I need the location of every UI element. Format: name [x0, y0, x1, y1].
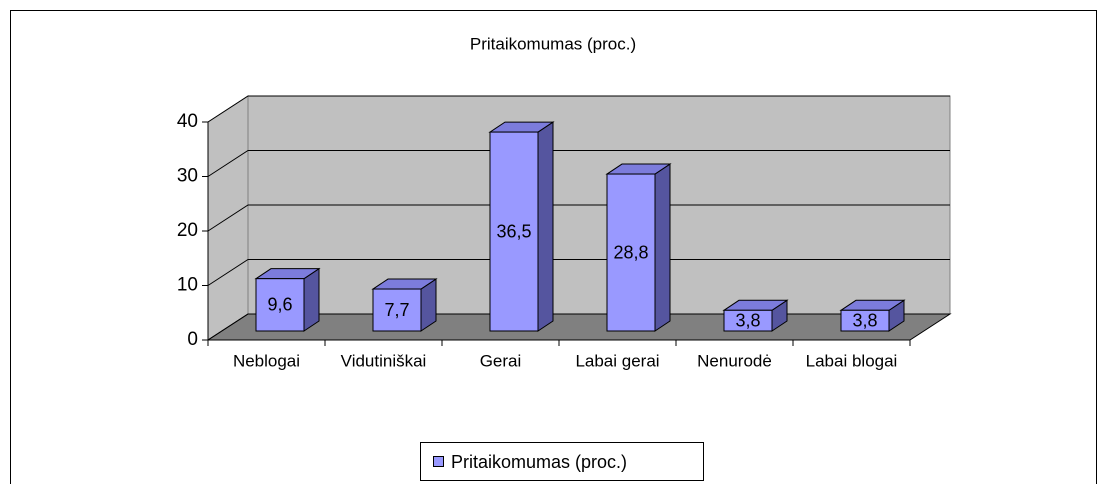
bar [840, 309, 890, 332]
y-tick-label: 20 [177, 220, 198, 241]
bar [606, 173, 656, 332]
x-tick-label: Nenurodė [697, 351, 772, 370]
data-label: 28,8 [613, 242, 648, 262]
bar-side [654, 163, 671, 332]
bar [255, 278, 305, 332]
grid-line [207, 313, 950, 341]
bar-side [303, 267, 320, 332]
bar [489, 131, 539, 332]
bar [372, 288, 422, 332]
grid-line [207, 204, 950, 232]
data-label: 9,6 [267, 295, 292, 315]
data-label: 3,8 [852, 310, 877, 330]
legend-swatch [433, 456, 444, 467]
grid-line [207, 95, 950, 123]
legend-box [420, 442, 704, 481]
x-tick-label: Gerai [480, 351, 522, 370]
bar-side [537, 121, 554, 332]
y-tick-label: 40 [177, 111, 198, 132]
x-tick-label: Labai blogai [806, 351, 898, 370]
y-tick-label: 10 [177, 275, 198, 296]
y-tick-label: 30 [177, 166, 198, 187]
data-label: 36,5 [496, 221, 531, 241]
data-label: 7,7 [384, 300, 409, 320]
bar [723, 309, 773, 332]
x-tick-label: Vidutiniškai [341, 351, 427, 370]
grid-line [207, 150, 950, 177]
chart-title: Pritaikomumas (proc.) [470, 34, 636, 53]
data-label: 3,8 [735, 310, 760, 330]
grid-line [207, 259, 950, 286]
y-tick-label: 0 [187, 329, 198, 350]
legend-label: Pritaikomumas (proc.) [451, 452, 627, 472]
x-tick-label: Labai gerai [575, 351, 659, 370]
x-tick-label: Neblogai [233, 351, 300, 370]
